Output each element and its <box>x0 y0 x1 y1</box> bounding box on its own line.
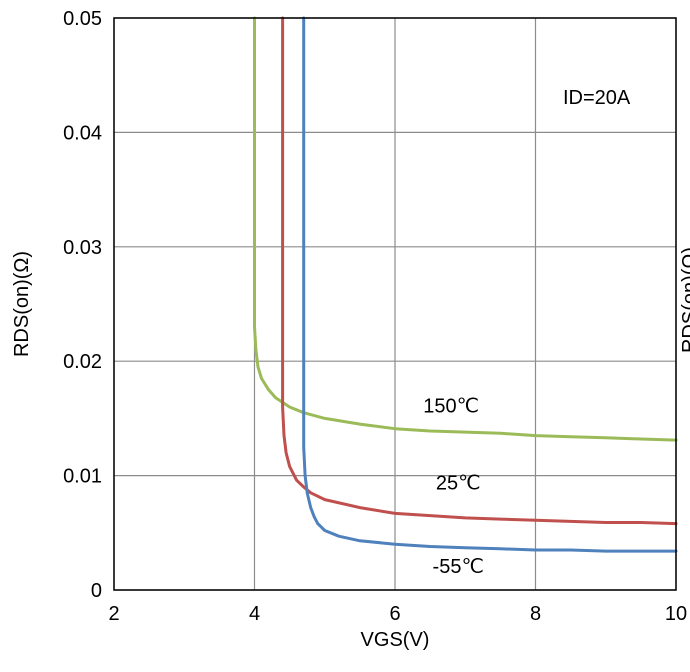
y-tick-label: 0.01 <box>63 466 102 488</box>
x-tick-label: 6 <box>389 603 400 625</box>
series-line-0 <box>253 16 678 442</box>
series-line-1 <box>281 16 678 526</box>
x-axis-label: VGS(V) <box>361 629 430 651</box>
y-tick-label: 0.05 <box>63 8 102 30</box>
series-line-2 <box>302 16 678 553</box>
plot-frame <box>113 17 677 591</box>
x-tick-label: 4 <box>249 603 260 625</box>
y-tick-label: 0.03 <box>63 237 102 259</box>
series-label: 25℃ <box>436 472 481 494</box>
x-tick-label: 10 <box>665 603 687 625</box>
y-tick-labels: 0 0.01 0.02 0.03 0.04 0.05 <box>63 8 102 602</box>
x-tick-label: 2 <box>108 603 119 625</box>
y-axis-label: RDS(on)(Ω) <box>11 251 33 357</box>
y-tick-label: 0.04 <box>63 122 102 144</box>
series-label: 150℃ <box>423 396 479 418</box>
x-tick-label: 8 <box>530 603 541 625</box>
x-tick-labels: 2 4 6 8 10 <box>108 603 687 625</box>
y-tick-label: 0.02 <box>63 351 102 373</box>
clipped-side-label: RDS(on)(Ω) <box>679 247 690 353</box>
series-labels: 150℃ 25℃ -55℃ <box>423 396 484 578</box>
y-tick-label: 0 <box>91 580 102 602</box>
condition-annotation: ID=20A <box>563 87 631 109</box>
series-lines <box>253 16 678 553</box>
series-label: -55℃ <box>433 556 484 578</box>
